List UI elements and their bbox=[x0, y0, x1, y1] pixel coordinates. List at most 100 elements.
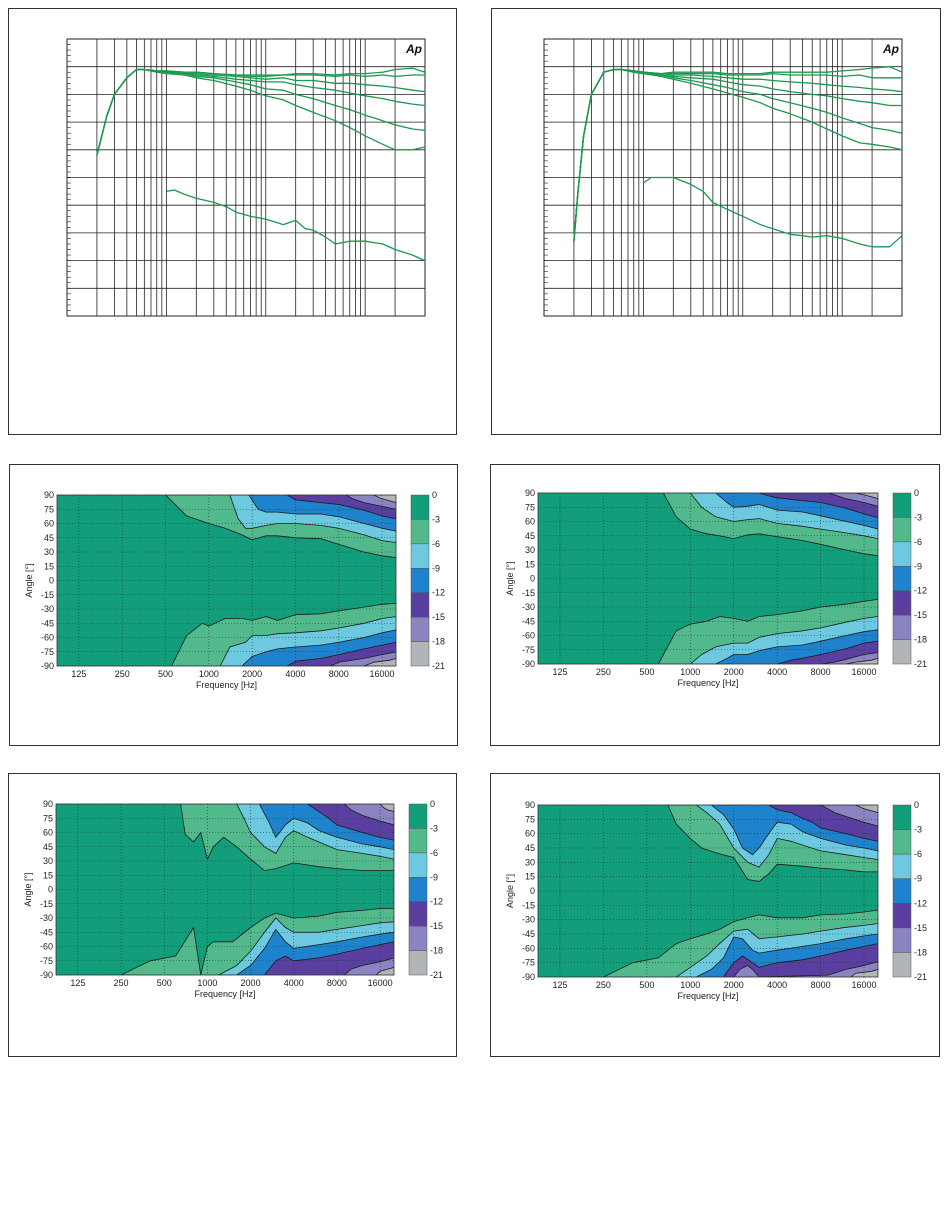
frequency-response-chart: Ap bbox=[543, 38, 903, 317]
colorbar-label: 0 bbox=[914, 800, 919, 810]
y-tick-label: 45 bbox=[525, 843, 535, 853]
contour-plot: 90 75 60 45 30 15 0 -15 -30 -45 -60 -75 -90 125 250 500… bbox=[24, 490, 397, 690]
response-curve-6 bbox=[573, 68, 903, 242]
colorbar-swatch bbox=[410, 519, 430, 545]
contour-region-upper--18 bbox=[855, 493, 878, 500]
y-tick-label: -90 bbox=[522, 659, 535, 669]
y-axis-label: Angle [°] bbox=[24, 563, 34, 597]
x-axis-label: Frequency [Hz] bbox=[677, 991, 738, 1001]
colorbar-label: -6 bbox=[430, 848, 438, 858]
y-tick-label: -60 bbox=[522, 943, 535, 953]
x-tick-label: 16000 bbox=[852, 980, 877, 990]
contour-plot: 90 75 60 45 30 15 0 -15 -30 -45 -60 -75 -90 125 250 500… bbox=[23, 799, 395, 999]
y-tick-label: 75 bbox=[525, 814, 535, 824]
y-tick-label: -90 bbox=[40, 970, 53, 980]
y-tick-label: -15 bbox=[41, 590, 54, 600]
contour-region-upper--15 bbox=[827, 493, 878, 507]
colorbar-swatch bbox=[410, 641, 430, 667]
contour-region-lower--12 bbox=[723, 943, 878, 977]
plot-frame bbox=[537, 492, 879, 665]
x-tick-label: 16000 bbox=[370, 669, 395, 679]
y-tick-label: -30 bbox=[522, 915, 535, 925]
x-tick-label: 16000 bbox=[852, 667, 877, 677]
colorbar-swatch bbox=[408, 901, 428, 927]
x-tick-label: 250 bbox=[114, 978, 129, 988]
y-tick-label: -75 bbox=[40, 956, 53, 966]
x-tick-label: 4000 bbox=[284, 978, 304, 988]
x-axis-label: Frequency [Hz] bbox=[196, 680, 257, 690]
response-curve-6 bbox=[96, 68, 426, 156]
colorbar-label: -18 bbox=[430, 946, 443, 956]
plot-frame bbox=[537, 804, 879, 978]
x-tick-label: 16000 bbox=[368, 978, 393, 988]
plot-frame bbox=[55, 803, 395, 976]
colorbar-label: -12 bbox=[430, 897, 443, 907]
x-tick-label: 8000 bbox=[327, 978, 347, 988]
y-tick-label: 90 bbox=[43, 799, 53, 809]
colorbar-swatch bbox=[408, 877, 428, 902]
y-tick-label: -15 bbox=[522, 588, 535, 598]
y-tick-label: -60 bbox=[40, 942, 53, 952]
y-tick-label: 0 bbox=[530, 574, 535, 584]
contour-region-upper--15 bbox=[819, 805, 878, 827]
contour-region-lower--18 bbox=[363, 658, 396, 666]
colorbar-swatch bbox=[410, 494, 430, 520]
y-tick-label: -30 bbox=[41, 604, 54, 614]
colorbar: 0 -3 -6 -9 -12 -15 -18 -21 bbox=[408, 799, 443, 980]
y-tick-label: -45 bbox=[522, 616, 535, 626]
colorbar-label: -21 bbox=[914, 659, 927, 669]
colorbar-label: 0 bbox=[914, 488, 919, 498]
colorbar-label: -21 bbox=[914, 972, 927, 982]
panel-directivity-map-4: 90 75 60 45 30 15 0 -15 -30 -45 -60 -75 -90 125 250 500… bbox=[490, 773, 940, 1057]
y-tick-label: -60 bbox=[41, 633, 54, 643]
response-curve-7 bbox=[643, 176, 903, 248]
contour-region-lower--15 bbox=[733, 961, 878, 977]
y-tick-label: 75 bbox=[43, 813, 53, 823]
y-tick-label: 60 bbox=[44, 519, 54, 529]
colorbar-swatch bbox=[892, 614, 912, 640]
contour-plot: 90 75 60 45 30 15 0 -15 -30 -45 -60 -75 -90 125 250 500… bbox=[505, 800, 879, 1001]
colorbar-swatch bbox=[892, 566, 912, 591]
x-tick-label: 8000 bbox=[329, 669, 349, 679]
frequency-response-chart: Ap bbox=[66, 38, 426, 317]
colorbar-swatch bbox=[408, 803, 428, 829]
colorbar-label: -3 bbox=[432, 514, 440, 524]
colorbar-swatch bbox=[892, 903, 912, 929]
colorbar-swatch bbox=[410, 592, 430, 618]
contour-region-upper--18 bbox=[379, 804, 394, 812]
y-tick-label: -45 bbox=[40, 927, 53, 937]
x-tick-label: 4000 bbox=[767, 980, 787, 990]
colorbar-label: -21 bbox=[430, 970, 443, 980]
colorbar-swatch bbox=[408, 852, 428, 878]
colorbar-swatch bbox=[408, 828, 428, 854]
colorbar-label: 0 bbox=[430, 799, 435, 809]
x-tick-label: 2000 bbox=[242, 669, 262, 679]
colorbar-label: -15 bbox=[430, 921, 443, 931]
x-tick-label: 2000 bbox=[724, 667, 744, 677]
colorbar-swatch bbox=[892, 927, 912, 953]
colorbar-label: -18 bbox=[914, 947, 927, 957]
x-tick-label: 4000 bbox=[767, 667, 787, 677]
ap-logo: Ap bbox=[405, 42, 422, 56]
colorbar-label: -15 bbox=[432, 612, 445, 622]
x-tick-label: 1000 bbox=[680, 667, 700, 677]
colorbar-label: -18 bbox=[914, 635, 927, 645]
y-tick-label: -90 bbox=[522, 972, 535, 982]
x-tick-label: 500 bbox=[639, 980, 654, 990]
y-tick-label: 60 bbox=[43, 828, 53, 838]
y-tick-label: 45 bbox=[525, 531, 535, 541]
y-axis-label: Angle [°] bbox=[505, 874, 515, 908]
y-tick-label: 75 bbox=[44, 504, 54, 514]
x-tick-label: 2000 bbox=[241, 978, 261, 988]
y-tick-label: 75 bbox=[525, 502, 535, 512]
colorbar-swatch bbox=[892, 517, 912, 543]
y-tick-label: 0 bbox=[49, 576, 54, 586]
x-axis-label: Frequency [Hz] bbox=[194, 989, 255, 999]
colorbar-swatch bbox=[892, 829, 912, 855]
colorbar-swatch bbox=[410, 568, 430, 593]
plot-area: Ap bbox=[543, 38, 903, 317]
x-tick-label: 1000 bbox=[197, 978, 217, 988]
colorbar-swatch bbox=[892, 590, 912, 616]
